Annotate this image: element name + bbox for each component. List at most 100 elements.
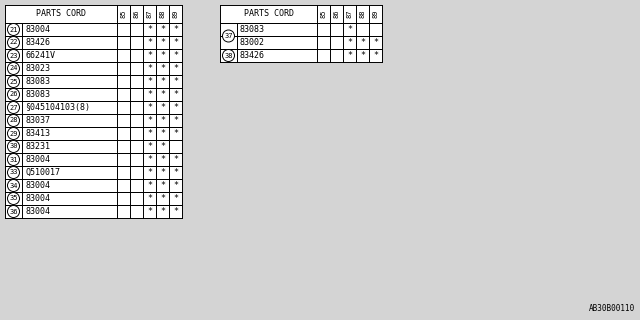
- Text: *: *: [160, 142, 165, 151]
- Text: *: *: [147, 142, 152, 151]
- Text: AB30B00110: AB30B00110: [589, 304, 635, 313]
- Text: 83231: 83231: [25, 142, 50, 151]
- Text: 83004: 83004: [25, 207, 50, 216]
- Circle shape: [8, 140, 19, 153]
- Text: 28: 28: [9, 117, 18, 124]
- Text: *: *: [173, 51, 178, 60]
- Circle shape: [8, 89, 19, 100]
- Text: 83037: 83037: [25, 116, 50, 125]
- Text: 66241V: 66241V: [25, 51, 55, 60]
- Text: *: *: [173, 103, 178, 112]
- Circle shape: [8, 115, 19, 126]
- Text: PARTS CORD: PARTS CORD: [36, 10, 86, 19]
- Text: *: *: [160, 181, 165, 190]
- Text: *: *: [347, 25, 352, 34]
- Text: *: *: [160, 103, 165, 112]
- Text: *: *: [147, 155, 152, 164]
- Text: 83426: 83426: [25, 38, 50, 47]
- Text: *: *: [160, 155, 165, 164]
- Circle shape: [8, 154, 19, 165]
- Text: 83426: 83426: [240, 51, 265, 60]
- Text: *: *: [173, 38, 178, 47]
- Text: *: *: [360, 51, 365, 60]
- Text: 89: 89: [372, 10, 378, 18]
- Text: 89: 89: [173, 10, 179, 18]
- Text: 85: 85: [120, 10, 127, 18]
- Text: 83004: 83004: [25, 25, 50, 34]
- Text: 21: 21: [9, 27, 18, 33]
- Circle shape: [223, 50, 234, 61]
- Text: *: *: [147, 181, 152, 190]
- Text: 85: 85: [321, 10, 326, 18]
- Text: 83023: 83023: [25, 64, 50, 73]
- Text: 24: 24: [9, 66, 18, 71]
- Text: 87: 87: [147, 10, 152, 18]
- Text: 36: 36: [9, 209, 18, 214]
- Text: *: *: [173, 181, 178, 190]
- Text: *: *: [173, 207, 178, 216]
- Text: *: *: [173, 194, 178, 203]
- Circle shape: [8, 36, 19, 49]
- Circle shape: [8, 205, 19, 218]
- Text: *: *: [147, 129, 152, 138]
- Circle shape: [223, 30, 234, 42]
- Text: 38: 38: [224, 52, 233, 59]
- Text: 33: 33: [9, 170, 18, 175]
- Text: *: *: [160, 116, 165, 125]
- Circle shape: [8, 101, 19, 114]
- Text: *: *: [147, 90, 152, 99]
- Text: *: *: [173, 129, 178, 138]
- Text: *: *: [160, 207, 165, 216]
- Text: *: *: [147, 64, 152, 73]
- Circle shape: [8, 180, 19, 191]
- Text: *: *: [147, 77, 152, 86]
- Text: 31: 31: [9, 156, 18, 163]
- Text: 25: 25: [9, 78, 18, 84]
- Text: *: *: [147, 207, 152, 216]
- Text: *: *: [147, 38, 152, 47]
- Text: PARTS CORD: PARTS CORD: [243, 10, 294, 19]
- Circle shape: [8, 23, 19, 36]
- Text: *: *: [160, 129, 165, 138]
- Text: *: *: [160, 168, 165, 177]
- Text: *: *: [173, 25, 178, 34]
- Text: *: *: [347, 38, 352, 47]
- Text: *: *: [160, 51, 165, 60]
- Text: *: *: [147, 194, 152, 203]
- Text: *: *: [173, 64, 178, 73]
- Text: Q510017: Q510017: [25, 168, 60, 177]
- Text: 35: 35: [9, 196, 18, 202]
- Text: 27: 27: [9, 105, 18, 110]
- Text: *: *: [147, 116, 152, 125]
- Text: 86: 86: [333, 10, 339, 18]
- Text: *: *: [160, 194, 165, 203]
- Circle shape: [8, 127, 19, 140]
- Text: *: *: [160, 25, 165, 34]
- Text: *: *: [373, 38, 378, 47]
- Text: 86: 86: [134, 10, 140, 18]
- Text: 23: 23: [9, 52, 18, 59]
- Text: §045104103(8): §045104103(8): [25, 103, 90, 112]
- Text: *: *: [147, 51, 152, 60]
- Text: *: *: [160, 64, 165, 73]
- Bar: [220, 5, 382, 62]
- Text: 87: 87: [346, 10, 353, 18]
- Text: *: *: [173, 155, 178, 164]
- Text: 22: 22: [9, 39, 18, 45]
- Text: 83083: 83083: [25, 90, 50, 99]
- Text: 83083: 83083: [240, 25, 265, 34]
- Text: *: *: [347, 51, 352, 60]
- Text: 83413: 83413: [25, 129, 50, 138]
- Circle shape: [8, 166, 19, 179]
- Text: *: *: [173, 90, 178, 99]
- Text: *: *: [173, 168, 178, 177]
- Text: 88: 88: [360, 10, 365, 18]
- Circle shape: [8, 62, 19, 75]
- Text: 26: 26: [9, 92, 18, 98]
- Text: 83004: 83004: [25, 155, 50, 164]
- Text: 34: 34: [9, 182, 18, 188]
- Text: *: *: [160, 90, 165, 99]
- Text: 88: 88: [159, 10, 166, 18]
- Text: *: *: [160, 77, 165, 86]
- Circle shape: [8, 50, 19, 61]
